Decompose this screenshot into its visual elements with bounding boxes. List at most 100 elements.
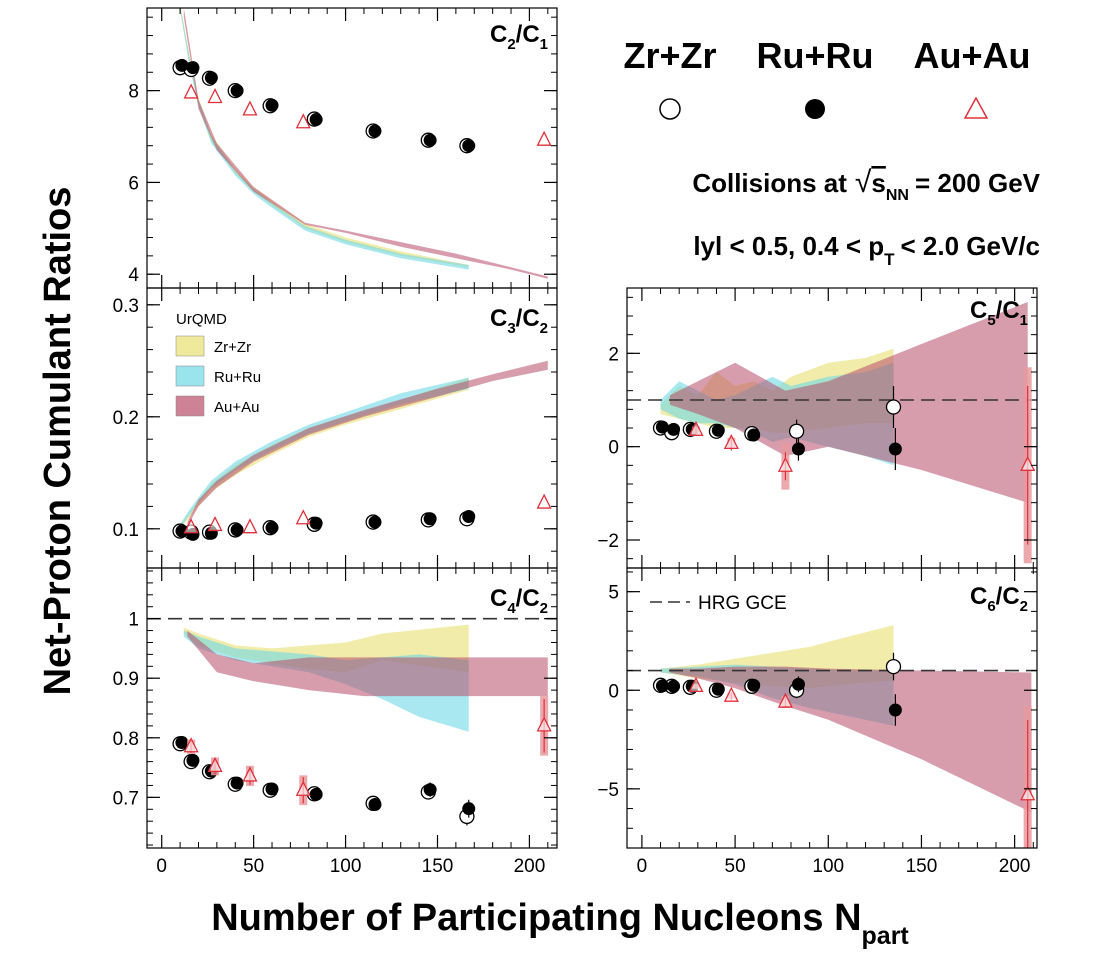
- c3c2-point-au-au-3: [295, 509, 311, 525]
- c6c2-band-au-au: [669, 666, 1032, 813]
- c6c2-x-tick-label: 0: [637, 856, 648, 877]
- c5c1-y-tick-label: 2: [608, 344, 619, 365]
- c4c2-point-ru-ru-6: [368, 798, 382, 812]
- c3c2-point-ru-ru-7: [423, 512, 437, 526]
- c4c2-point-ru-ru-3: [230, 776, 244, 790]
- c5c1-point-ru-ru-4: [747, 428, 761, 442]
- hrg-legend: HRG GCE: [650, 593, 787, 614]
- urqmd-legend-ru-label: Ru+Ru: [214, 369, 261, 386]
- legend-filled-circle-marker: [805, 99, 825, 119]
- x-axis-label-sub: part: [862, 922, 910, 950]
- panel-title-c6c2: C6/C2: [970, 583, 1028, 615]
- c4c2-point-ru-ru-1: [186, 753, 200, 767]
- c6c2-y-tick-label: −5: [597, 780, 619, 801]
- c2c1-y-tick-label: 4: [128, 265, 139, 286]
- c6c2-point-ru-ru-4: [747, 678, 761, 692]
- x-axis-label-main: Number of Participating Nucleons N: [211, 897, 861, 939]
- c6c2-point-zr-zr-6: [885, 658, 902, 675]
- c4c2-x-tick-label: 100: [330, 856, 362, 877]
- c3c2-point-ru-ru-6: [368, 515, 382, 529]
- c4c2-y-tick-label: 0.7: [113, 788, 139, 809]
- c2c1-point-ru-ru-1: [186, 61, 200, 75]
- c4c2-point-au-au-1: [207, 756, 223, 773]
- c4c2-band-ru-ru: [183, 630, 469, 732]
- c2c1-plot-area: [172, 8, 552, 279]
- c3c2-point-ru-ru-5: [309, 516, 323, 530]
- c4c2-point-ru-ru-0: [175, 736, 189, 750]
- c4c2-y-tick-label: 0.8: [113, 729, 139, 750]
- c4c2-point-ru-ru-4: [265, 782, 279, 796]
- c3c2-point-ru-ru-8: [462, 509, 476, 523]
- c2c1-point-ru-ru-6: [368, 124, 382, 138]
- c6c2-point-ru-ru-0: [655, 679, 669, 693]
- c2c1-point-au-au-3: [295, 113, 311, 129]
- panel-title-c5c1: C5/C1: [970, 297, 1028, 329]
- c6c2-x-tick-label: 100: [812, 856, 844, 877]
- panel-title-c2c1: C2/C1: [490, 21, 548, 53]
- c6c2-point-au-au-1: [723, 686, 739, 702]
- urqmd-legend-title: UrQMD: [176, 311, 227, 328]
- c6c2-point-ru-ru-5: [791, 677, 805, 691]
- c4c2-point-ru-ru-7: [423, 783, 437, 797]
- c2c1-point-ru-ru-7: [423, 133, 437, 147]
- c3c2-y-tick-label: 0.1: [113, 520, 139, 541]
- y-axis-label: Net-Proton Cumulant Ratios: [37, 187, 79, 696]
- c6c2-x-tick-label: 150: [906, 856, 938, 877]
- c6c2-x-tick-label: 200: [999, 856, 1031, 877]
- c6c2-point-au-au-0: [688, 676, 704, 692]
- urqmd-legend-au-swatch: [175, 395, 205, 417]
- c6c2-point-ru-ru-3: [711, 682, 725, 696]
- c5c1-point-ru-ru-6: [888, 442, 902, 456]
- c5c1-point-ru-ru-3: [711, 423, 725, 437]
- c5c1-y-tick-label: −2: [597, 531, 619, 552]
- c3c2-point-ru-ru-3: [230, 523, 244, 537]
- panel-c5c1: −2 0 2: [597, 287, 1038, 569]
- c2c1-point-ru-ru-8: [462, 139, 476, 153]
- c3c2-y-tick-label: 0.2: [113, 408, 139, 429]
- panel-title-c3c2: C3/C2: [490, 305, 548, 337]
- panel-c4c2: 0.7 0.8 0.9 1 0 50 100 150 200: [113, 567, 558, 877]
- c6c2-point-au-au-2: [777, 692, 793, 708]
- c3c2-y-tick-label: 0.3: [113, 296, 139, 317]
- collision-energy-text: Collisions at √sNN = 200 GeV: [692, 166, 1040, 204]
- c6c2-plot-area: [627, 625, 1037, 848]
- c3c2-plot-area: [172, 360, 552, 541]
- c2c1-point-ru-ru-3: [230, 84, 244, 98]
- c2c1-band-au-au: [183, 8, 548, 279]
- c4c2-plot-area: [147, 617, 557, 826]
- c3c2-point-au-au-4: [536, 493, 552, 509]
- system-legend-zr-label: Zr+Zr: [623, 35, 716, 76]
- hrg-legend-label: HRG GCE: [698, 593, 787, 614]
- c5c1-point-au-au-0: [688, 420, 704, 436]
- c2c1-point-ru-ru-2: [204, 71, 218, 85]
- c4c2-point-au-au-0: [183, 737, 199, 753]
- c6c2-point-au-au-3: [1020, 785, 1036, 801]
- panel-title-c4c2: C4/C2: [490, 585, 548, 617]
- urqmd-legend-zr-swatch: [175, 335, 205, 357]
- collision-info: Collisions at √sNN = 200 GeV lyl < 0.5, 0.…: [692, 166, 1040, 269]
- c2c1-point-au-au-0: [183, 83, 199, 99]
- c4c2-point-au-au-2: [242, 766, 258, 782]
- c5c1-point-au-au-3: [1020, 455, 1036, 471]
- panel-c2c1: 4 6 8: [128, 7, 558, 289]
- system-legend-ru-label: Ru+Ru: [757, 35, 874, 76]
- system-legend: Zr+Zr Ru+Ru Au+Au: [623, 35, 1031, 120]
- c4c2-band-au-au: [187, 630, 548, 697]
- legend-open-triangle-marker: [963, 96, 989, 119]
- c4c2-x-tick-label: 150: [422, 856, 454, 877]
- c6c2-y-tick-label: 5: [608, 583, 619, 604]
- c2c1-point-au-au-1: [207, 88, 223, 104]
- c2c1-point-au-au-2: [242, 100, 258, 116]
- c2c1-y-tick-label: 8: [128, 82, 139, 103]
- c2c1-point-au-au-4: [536, 130, 552, 146]
- c3c2-point-au-au-1: [207, 515, 223, 532]
- c6c2-point-ru-ru-6: [888, 703, 902, 717]
- c2c1-point-ru-ru-4: [265, 98, 279, 112]
- c4c2-x-tick-label: 0: [156, 856, 167, 877]
- c4c2-point-ru-ru-5: [309, 787, 323, 801]
- c5c1-point-zr-zr-5: [788, 423, 805, 439]
- urqmd-legend-zr-label: Zr+Zr: [214, 339, 251, 356]
- c5c1-point-au-au-2: [777, 456, 793, 472]
